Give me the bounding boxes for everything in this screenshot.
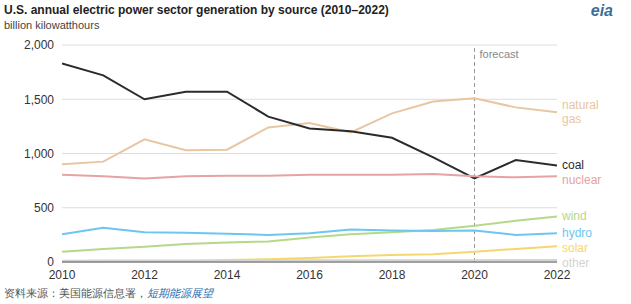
svg-text:2010: 2010 — [49, 268, 76, 282]
svg-text:2022: 2022 — [543, 267, 571, 282]
html-text:gas: gas — [562, 112, 582, 127]
svg-text:500: 500 — [34, 201, 54, 215]
html-text:billion kilowatthours: billion kilowatthours — [4, 19, 100, 31]
html-text:eia: eia — [590, 2, 613, 19]
svg-text:2020: 2020 — [461, 268, 488, 282]
svg-text:2014: 2014 — [214, 268, 241, 282]
html-text:hydro: hydro — [562, 226, 592, 241]
svg-text:2,000: 2,000 — [24, 38, 54, 52]
svg-text:forecast: forecast — [480, 48, 519, 60]
html-text:wind: wind — [562, 209, 587, 224]
svg-text:2016: 2016 — [296, 268, 323, 282]
svg-text:1,500: 1,500 — [24, 93, 54, 107]
html-text:solar: solar — [562, 241, 588, 256]
svg-text:2012: 2012 — [131, 268, 158, 282]
svg-text:2018: 2018 — [379, 268, 406, 282]
html-text:natural: natural — [562, 98, 599, 113]
html-text:U.S. annual electric power sec: U.S. annual electric power sector genera… — [4, 3, 389, 17]
svg-text:1,000: 1,000 — [24, 147, 54, 161]
html-text:coal: coal — [562, 158, 584, 173]
html-text:other: other — [562, 256, 590, 271]
html-text:nuclear: nuclear — [562, 173, 602, 188]
html-text:资料来源：美国能源信息署，短期能源展望: 资料来源：美国能源信息署，短期能源展望 — [4, 287, 213, 299]
svg-text:0: 0 — [47, 255, 54, 269]
